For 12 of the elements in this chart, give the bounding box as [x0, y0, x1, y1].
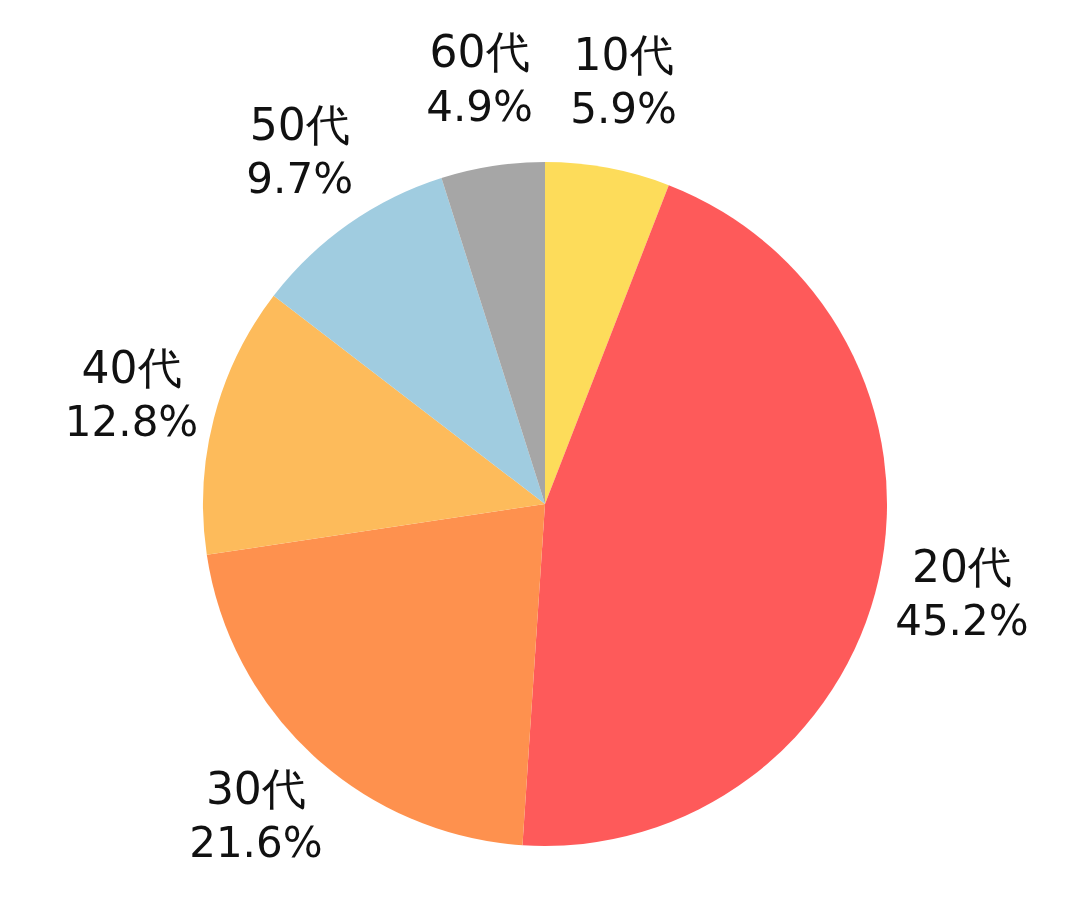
slice-label: 50代	[249, 98, 350, 150]
data-label: 5.9%	[570, 84, 677, 134]
slice-label: 60代	[429, 26, 530, 78]
data-label: 9.7%	[246, 154, 354, 204]
slice-label: 30代	[205, 762, 306, 814]
slice-label: 20代	[911, 540, 1012, 592]
data-label: 21.6%	[189, 818, 323, 868]
slice-label: 10代	[573, 28, 674, 80]
slice-label: 40代	[81, 341, 182, 393]
data-label: 45.2%	[895, 596, 1029, 646]
data-label: 12.8%	[64, 397, 199, 447]
data-label: 4.9%	[426, 81, 533, 131]
